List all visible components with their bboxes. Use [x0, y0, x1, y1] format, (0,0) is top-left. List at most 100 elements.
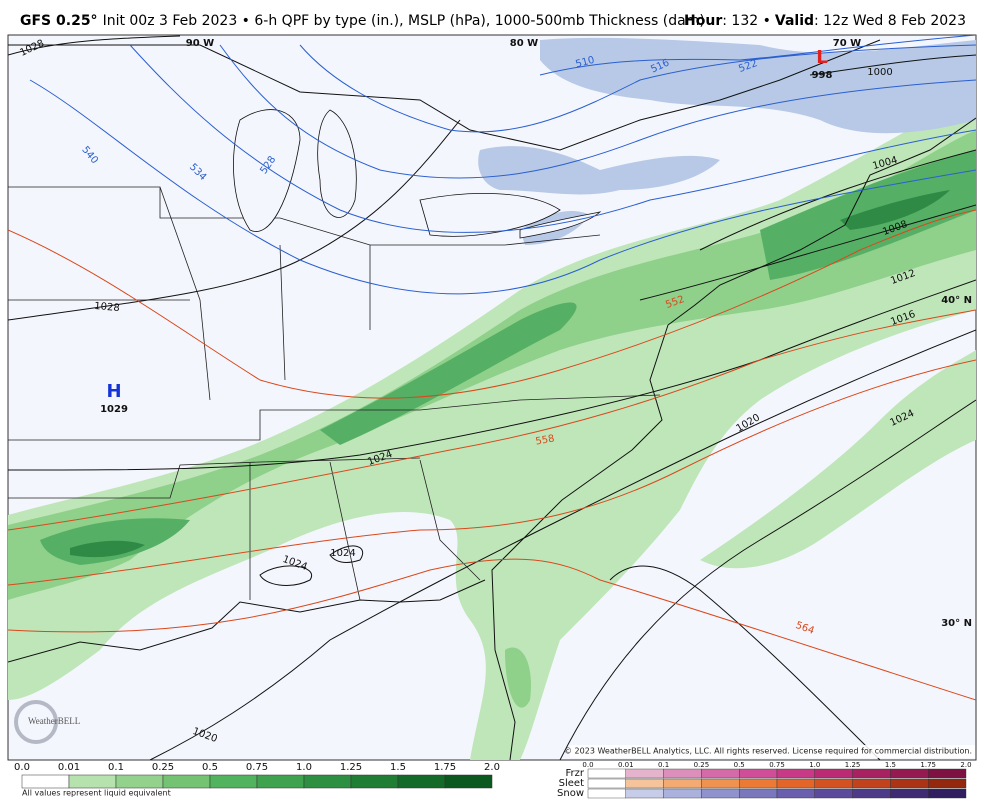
type-scale-label: 2.0: [960, 761, 971, 769]
longitude-label: 80 W: [510, 38, 538, 49]
type-scale-label: 0.25: [694, 761, 710, 769]
rain-scale-label: 1.0: [296, 762, 312, 773]
hour: : 132 •: [722, 13, 771, 29]
type-scale-box: [663, 788, 702, 799]
precip-type-label: Snow: [557, 788, 584, 799]
type-scale-box: [852, 778, 891, 789]
valid-label: Valid: [775, 13, 814, 29]
rain-scale-box: [256, 774, 305, 789]
rain-scale-box: [68, 774, 117, 789]
isobar-label: 1028: [94, 301, 120, 314]
logo-text: WeatherBELL: [28, 716, 80, 726]
rain-scale-box: [209, 774, 258, 789]
type-scale-box: [587, 778, 626, 789]
rain-area-offshore: [700, 350, 976, 569]
valid: : 12z Wed 8 Feb 2023: [814, 13, 966, 29]
type-scale-label: 1.0: [809, 761, 820, 769]
high-pressure: 1029: [100, 404, 128, 415]
rain-scale-box: [444, 774, 493, 789]
type-scale-box: [663, 768, 702, 779]
east-coast: [491, 117, 976, 760]
border: [8, 39, 881, 151]
precip-type-label: Frzr: [566, 768, 585, 779]
rain-scale-label: 2.0: [484, 762, 500, 773]
type-scale-box: [852, 788, 891, 799]
type-scale-box: [739, 778, 778, 789]
type-scale-box: [776, 768, 815, 779]
type-scale-box: [928, 788, 967, 799]
type-scale-box: [587, 768, 626, 779]
type-scale-box: [928, 768, 967, 779]
thickness-label: 558: [535, 433, 556, 447]
rain-scale-label: 0.1: [108, 762, 124, 773]
type-scale-box: [814, 768, 853, 779]
type-scale-box: [625, 788, 664, 799]
type-scale-box: [890, 768, 929, 779]
type-scale-box: [776, 788, 815, 799]
type-scale-box: [890, 788, 929, 799]
type-scale-box: [625, 778, 664, 789]
type-scale-label: 1.5: [885, 761, 896, 769]
thickness-warm: [8, 209, 976, 701]
type-scale-label: 0.1: [658, 761, 669, 769]
isobars: [8, 35, 976, 760]
rain-area-heavy: [40, 150, 976, 565]
rain-scale-box: [21, 774, 70, 789]
snow-area-lakes: [478, 146, 720, 195]
low-pressure: 998: [812, 70, 833, 81]
type-scale-box: [814, 788, 853, 799]
description: Init 00z 3 Feb 2023 • 6-h QPF by type (i…: [103, 13, 705, 29]
type-scale-label: 0.0: [582, 761, 593, 769]
type-scale-box: [701, 768, 740, 779]
rain-scale-box: [115, 774, 164, 789]
rain-scale-label: 1.25: [340, 762, 362, 773]
rain-scale-box: [397, 774, 446, 789]
gulf-coast: [8, 579, 486, 663]
map: 90 W 80 W 70 W 40° N 30° N H 1029 L 998 …: [7, 34, 977, 761]
isobar-label: 1000: [867, 67, 892, 78]
great-lakes: [233, 109, 602, 239]
type-scale-box: [739, 768, 778, 779]
type-scale-box: [890, 778, 929, 789]
type-scale-box: [625, 768, 664, 779]
rain-scale-label: 0.01: [58, 762, 80, 773]
type-scale-box: [663, 778, 702, 789]
rain-scale-label: 0.0: [14, 762, 30, 773]
type-scale-box: [701, 788, 740, 799]
rain-scale-box: [350, 774, 399, 789]
type-scale-box: [701, 778, 740, 789]
thickness-label: 510: [574, 55, 595, 71]
thickness-cold: [29, 35, 976, 295]
snow-area-north: [540, 37, 976, 134]
precip-type-label: Sleet: [559, 778, 584, 789]
rain-scale-label: 0.25: [152, 762, 174, 773]
copyright: © 2023 WeatherBELL Analytics, LLC. All r…: [564, 747, 972, 756]
rain-scale-box: [303, 774, 352, 789]
type-scale-box: [928, 778, 967, 789]
type-scale-label: 1.25: [845, 761, 861, 769]
rain-area-core: [70, 190, 950, 558]
rain-scale-box: [162, 774, 211, 789]
low-symbol: L: [816, 47, 827, 68]
rain-area-florida: [505, 647, 531, 708]
type-scale-box: [587, 788, 626, 799]
hour-label: Hour: [684, 13, 722, 29]
latitude-label: 30° N: [941, 618, 972, 629]
header-left: GFS 0.25° Init 00z 3 Feb 2023 • 6-h QPF b…: [20, 13, 705, 29]
longitude-label: 90 W: [186, 38, 214, 49]
rain-scale-label: 0.75: [246, 762, 268, 773]
type-scale-box: [776, 778, 815, 789]
logo: WeatherBELL: [14, 700, 80, 744]
rain-scale-label: 0.5: [202, 762, 218, 773]
state-lines: [8, 186, 661, 601]
type-scale-label: 1.75: [920, 761, 936, 769]
type-scale-box: [814, 778, 853, 789]
type-scale-label: 0.75: [769, 761, 785, 769]
isobar-label: 1024: [330, 548, 355, 559]
legend: All values represent liquid equivalent 0…: [14, 761, 972, 799]
legend-note: All values represent liquid equivalent: [22, 789, 171, 798]
type-scale-box: [739, 788, 778, 799]
type-scale-box: [852, 768, 891, 779]
type-scale-label: 0.01: [618, 761, 634, 769]
longitude-label: 70 W: [833, 38, 861, 49]
